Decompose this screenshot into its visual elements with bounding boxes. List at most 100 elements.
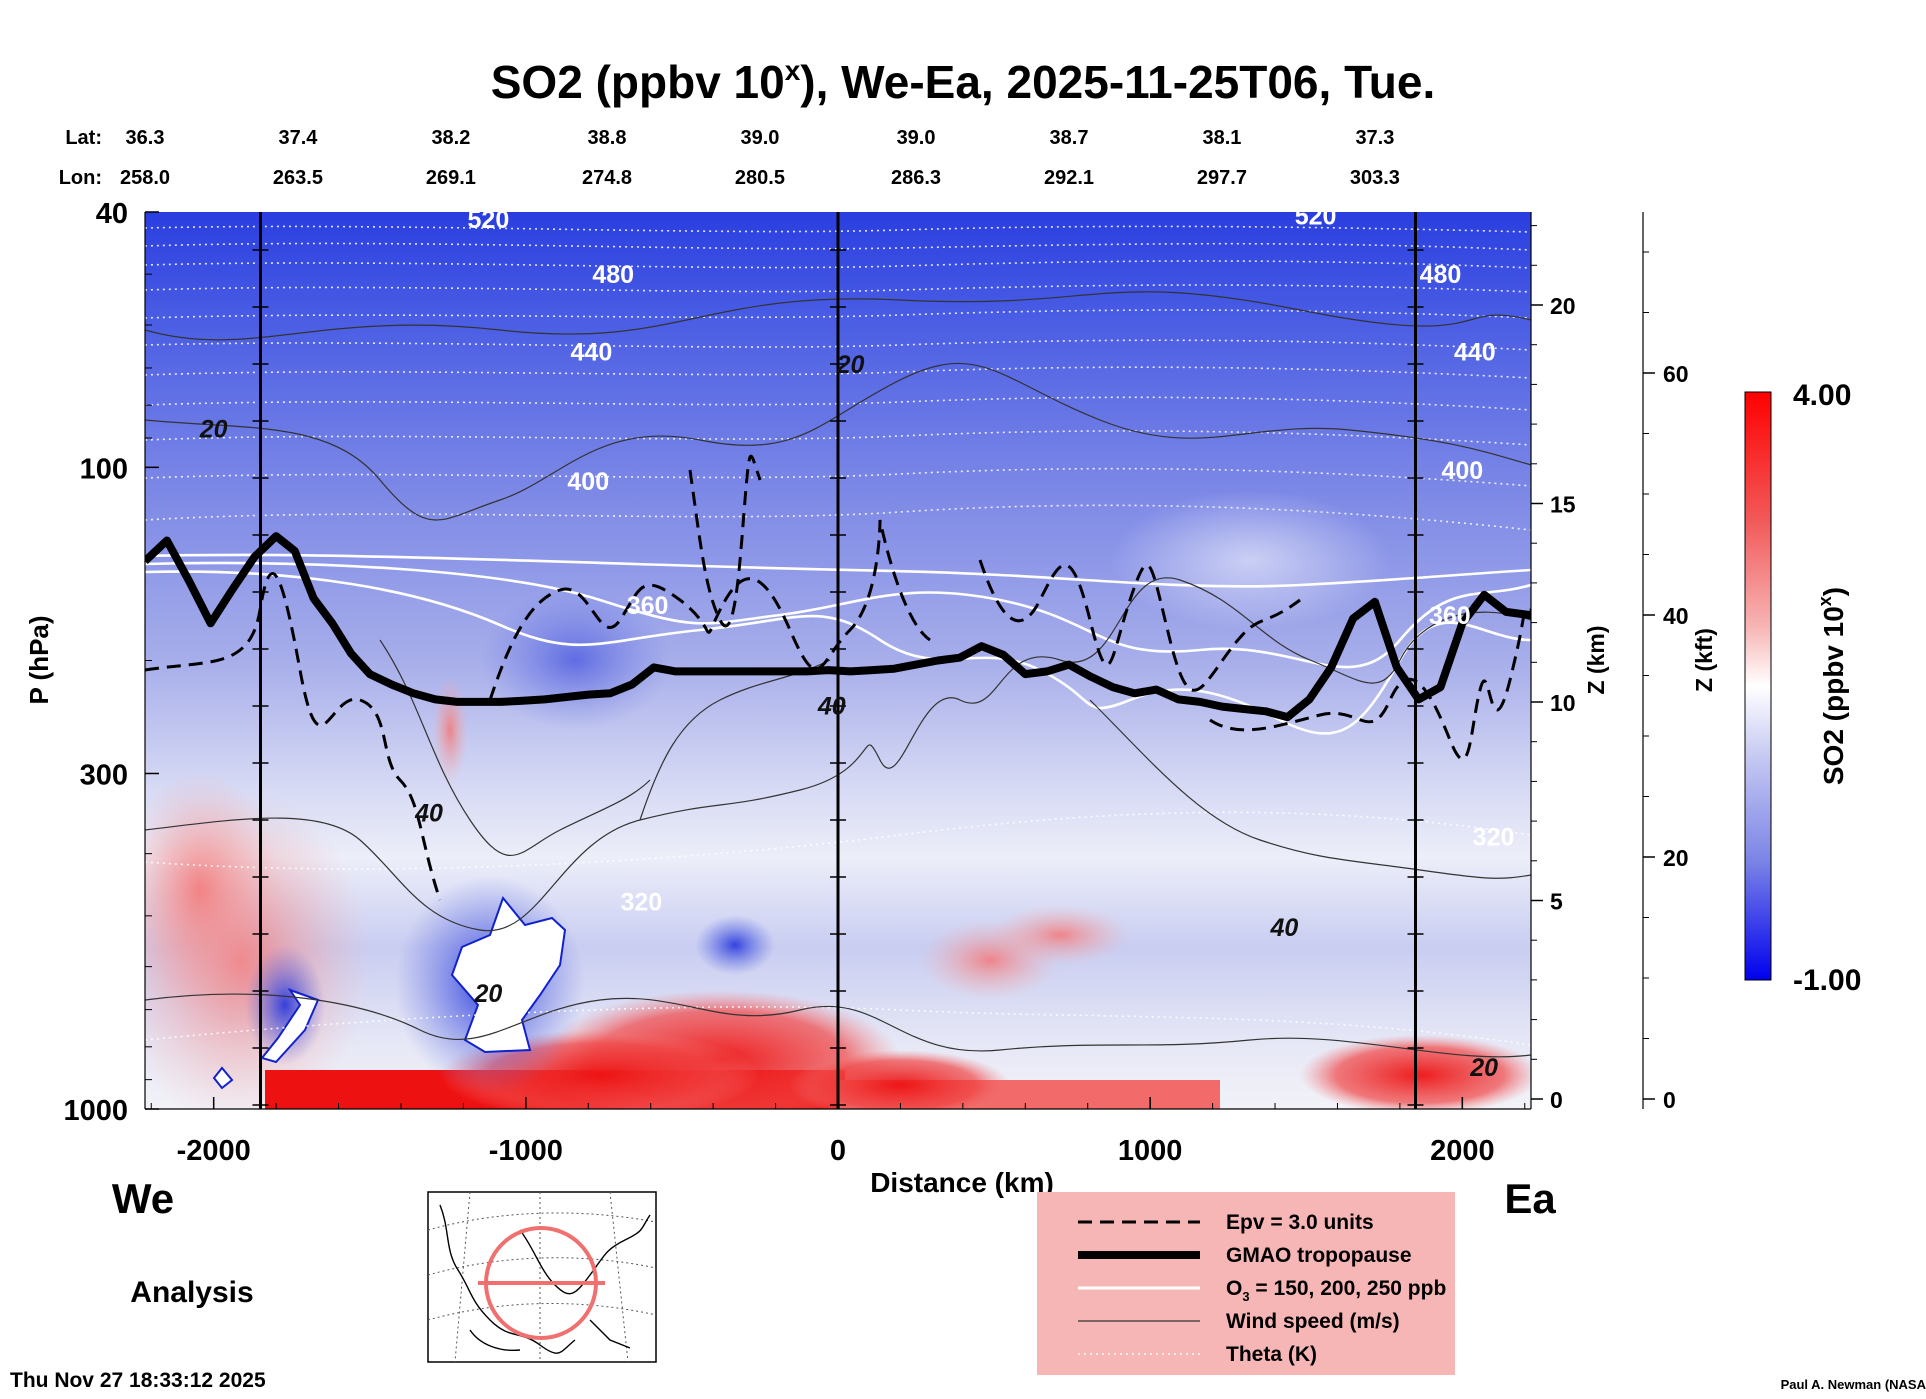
- colorbar-title: SO2 (ppbv 10x): [1815, 587, 1849, 785]
- theta-label: 520: [468, 206, 510, 234]
- theta-label: 320: [620, 889, 662, 917]
- wind-label: 20: [1469, 1054, 1498, 1082]
- contour-labels: 520 520 480 480 440 440 400 400 360 360 320 320 20 20…: [199, 202, 1515, 1082]
- theta-label: 440: [1454, 339, 1496, 367]
- inset-map: [427, 1191, 657, 1363]
- lat-value: 39.0: [740, 127, 779, 149]
- lat-value: 38.1: [1202, 127, 1241, 149]
- theta-line: [145, 260, 1531, 269]
- lat-row-label: Lat:: [65, 127, 102, 149]
- legend-wind-label: Wind speed (m/s): [1226, 1310, 1400, 1333]
- lon-value: 303.3: [1350, 167, 1400, 189]
- so2-patch: [990, 905, 1130, 965]
- wind-line: [145, 291, 1531, 341]
- z-km-tick-label: 15: [1550, 492, 1576, 518]
- colorbar: [1744, 391, 1772, 981]
- vertical-markers: [252, 212, 1424, 1109]
- so2-low-patch: [480, 590, 670, 730]
- lat-value: 38.2: [431, 127, 470, 149]
- wind-line: [1089, 699, 1531, 879]
- theta-label: 360: [1429, 602, 1471, 630]
- masked-island: [212, 1066, 234, 1090]
- timestamp: Thu Nov 27 18:33:12 2025: [10, 1369, 266, 1392]
- theta-line: [145, 430, 1531, 446]
- so2-patch: [432, 675, 468, 785]
- theta-label: 480: [592, 261, 634, 289]
- masked-island: [450, 895, 567, 1054]
- theta-line: [145, 339, 1531, 351]
- lon-value: 258.0: [120, 167, 170, 189]
- theta-label: 520: [1295, 202, 1337, 230]
- wind-label: 20: [473, 980, 502, 1008]
- z-kft-tick-label: 0: [1663, 1087, 1676, 1113]
- legend-epv-label: Epv = 3.0 units: [1226, 1211, 1374, 1234]
- legend-ozone-label: O3 = 150, 200, 250 ppb: [1226, 1277, 1446, 1304]
- lon-row-label: Lon:: [59, 167, 102, 189]
- theta-line: [145, 467, 1531, 487]
- theta-label: 480: [1420, 261, 1462, 289]
- lon-value: 274.8: [582, 167, 632, 189]
- coordinate-columns: 36.3 258.0 37.4 263.5 38.2 269.1 38.8 274.8 39.0…: [120, 127, 1400, 189]
- plot-area: [145, 212, 1531, 1109]
- z-kft-tick-label: 60: [1663, 361, 1689, 387]
- epv-line: [145, 572, 442, 901]
- y-axis-title: P (hPa): [24, 615, 54, 704]
- p-tick-label: 1000: [63, 1095, 128, 1127]
- wind-line: [145, 993, 1531, 1058]
- lat-value: 36.3: [126, 127, 165, 149]
- lon-value: 292.1: [1044, 167, 1094, 189]
- z-kft-tick-label: 20: [1663, 845, 1689, 871]
- epv-line: [978, 559, 1301, 692]
- so2-patch: [1300, 1035, 1531, 1109]
- wind-label: 40: [817, 692, 846, 720]
- west-label: We: [112, 1175, 174, 1222]
- ozone-contours: [145, 553, 1531, 735]
- epv-line: [488, 519, 931, 701]
- theta-line: [145, 242, 1531, 251]
- east-label: Ea: [1504, 1175, 1556, 1222]
- masked-island: [260, 988, 320, 1064]
- wind-line: [145, 362, 1531, 521]
- lon-value: 263.5: [273, 167, 323, 189]
- x-axis-title: Distance (km): [870, 1167, 1054, 1198]
- ozone-line: [145, 561, 1531, 669]
- wind-label: 40: [1269, 914, 1298, 942]
- theta-line: [145, 504, 1531, 531]
- legend-tropopause-label: GMAO tropopause: [1226, 1244, 1412, 1267]
- x-tick-label: -1000: [489, 1135, 563, 1167]
- chart-title: SO2 (ppbv 10x), We-Ea, 2025-11-25T06, Tu…: [491, 55, 1435, 108]
- x-tick-label: -2000: [177, 1135, 251, 1167]
- x-tick-label: 0: [830, 1135, 846, 1167]
- z-km-tick-label: 0: [1550, 1087, 1563, 1113]
- lon-value: 286.3: [891, 167, 941, 189]
- x-tick-label: 2000: [1430, 1135, 1495, 1167]
- wind-label: 20: [836, 351, 865, 379]
- wind-line: [379, 639, 651, 856]
- theta-label: 320: [1473, 823, 1515, 851]
- so2-low-patch: [245, 945, 325, 1065]
- wind-contours: [145, 291, 1531, 1058]
- wind-line: [145, 577, 1531, 932]
- theta-line: [145, 366, 1531, 379]
- theta-label: 400: [1441, 457, 1483, 485]
- p-tick-label: 100: [80, 453, 128, 485]
- x-tick-label: 1000: [1118, 1135, 1183, 1167]
- lon-value: 280.5: [735, 167, 785, 189]
- epv-line: [688, 454, 762, 628]
- inset-map-frame: [427, 1191, 657, 1363]
- theta-contours: [145, 225, 1531, 1046]
- z-km-tick-label: 10: [1550, 690, 1576, 716]
- so2-patch: [145, 770, 280, 1010]
- lon-value: 297.7: [1197, 167, 1247, 189]
- theta-line: [145, 225, 1531, 233]
- ozone-line: [145, 553, 1531, 588]
- theta-label: 360: [627, 592, 669, 620]
- lon-value: 269.1: [426, 167, 476, 189]
- theta-line: [145, 284, 1531, 293]
- lat-value: 38.7: [1050, 127, 1089, 149]
- ozone-line: [145, 570, 1531, 735]
- gmao-tropopause-line: [145, 532, 1531, 722]
- p-tick-label: 300: [80, 759, 128, 791]
- axis-ticks: -2000 -1000 0 1000 2000 40 100 300 1000 0 5 10 15 20 0…: [63, 198, 1688, 1167]
